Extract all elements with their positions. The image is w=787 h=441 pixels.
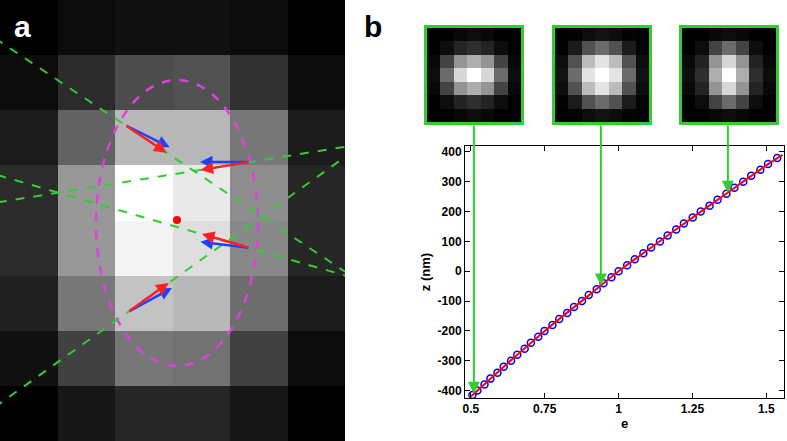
svg-text:1.25: 1.25 bbox=[681, 402, 705, 416]
svg-text:a: a bbox=[14, 10, 31, 43]
svg-text:1: 1 bbox=[615, 402, 622, 416]
svg-text:1.5: 1.5 bbox=[758, 402, 775, 416]
svg-text:-100: -100 bbox=[438, 294, 462, 308]
svg-text:300: 300 bbox=[442, 175, 462, 189]
svg-text:-200: -200 bbox=[438, 324, 462, 338]
svg-text:-300: -300 bbox=[438, 354, 462, 368]
svg-text:b: b bbox=[364, 10, 382, 43]
svg-text:0: 0 bbox=[455, 264, 462, 278]
svg-text:400: 400 bbox=[442, 145, 462, 159]
svg-text:0.5: 0.5 bbox=[463, 402, 480, 416]
svg-text:z (nm): z (nm) bbox=[418, 253, 433, 291]
svg-text:100: 100 bbox=[442, 235, 462, 249]
svg-text:0.75: 0.75 bbox=[533, 402, 557, 416]
svg-text:-400: -400 bbox=[438, 384, 462, 398]
svg-text:e: e bbox=[621, 416, 628, 431]
svg-text:200: 200 bbox=[442, 205, 462, 219]
